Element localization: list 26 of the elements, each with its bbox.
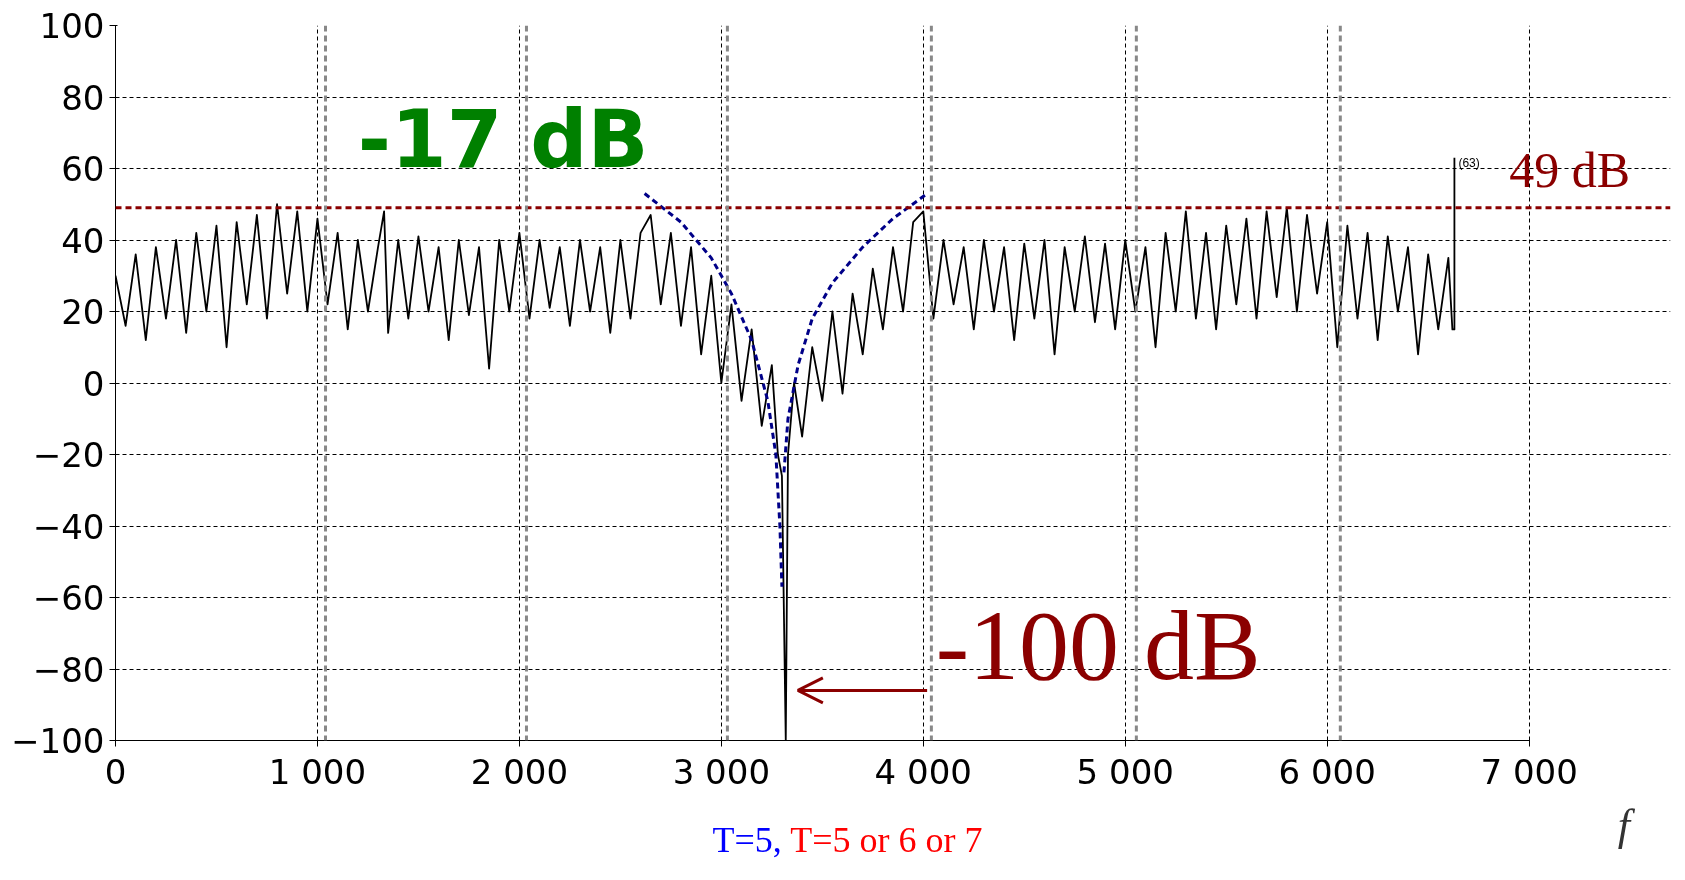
x-tick-label: 1 000 [268,751,367,792]
annotation: -100 dB [935,589,1261,701]
line-series [782,192,929,474]
y-tick-label: −100 [11,721,105,761]
y-tick-label: 100 [39,6,105,46]
y-tick-label: −60 [32,578,105,618]
x-tick-label: 7 000 [1480,751,1578,792]
ref-line-label: 49 dB [1509,141,1630,198]
x-tick-label: 4 000 [874,751,972,792]
text: T=5 or 6 or 7 [790,820,983,860]
text: T=5, [712,820,782,860]
y-tick-label: 80 [61,77,105,118]
y-tick-label: −20 [32,435,105,475]
y-tick-label: 40 [61,220,105,261]
y-tick-label: −80 [32,649,105,690]
y-tick-label: 60 [61,149,105,189]
y-tick-label: −40 [32,506,105,547]
x-tick-label: 3 000 [672,751,771,792]
annotation: -17 dB [357,93,649,187]
x-tick-label: 6 000 [1278,751,1376,792]
x-tick-label: 5 000 [1076,751,1174,792]
y-tick-label: 20 [61,292,105,332]
x-tick-label: 2 000 [470,751,569,792]
line-series [643,192,784,589]
annotation: (63) [1458,155,1480,170]
y-tick-label: 0 [82,363,105,404]
